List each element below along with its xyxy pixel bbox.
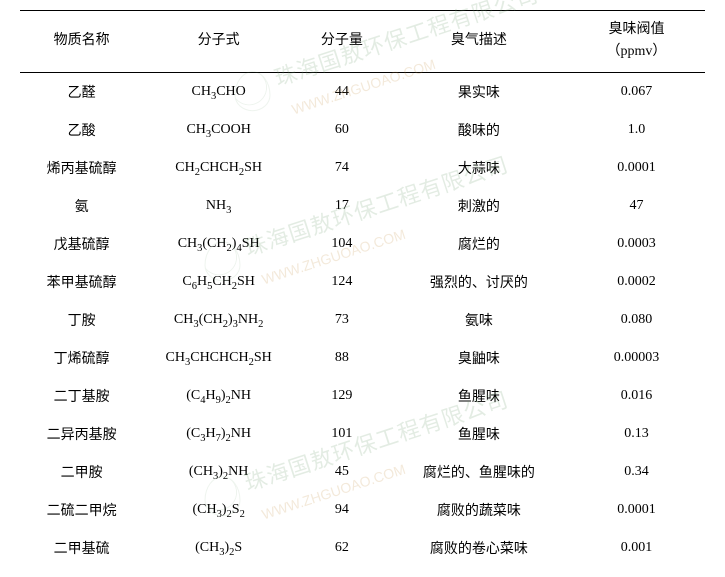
table-row: 二异丙基胺(C3H7)2NH101鱼腥味0.13 <box>20 415 705 453</box>
table-row: 氨NH317刺激的47 <box>20 187 705 225</box>
table-row: 二丁基胺(C4H9)2NH129鱼腥味0.016 <box>20 377 705 415</box>
header-name: 物质名称 <box>20 11 143 73</box>
cell-threshold: 0.0003 <box>568 225 705 263</box>
cell-desc: 腐烂的、鱼腥味的 <box>390 453 568 491</box>
cell-name: 二硫二甲烷 <box>20 491 143 529</box>
cell-desc: 强烈的、讨厌的 <box>390 263 568 301</box>
cell-formula: CH3CHCHCH2SH <box>143 339 294 377</box>
table-row: 丁胺CH3(CH2)3NH273氨味0.080 <box>20 301 705 339</box>
cell-formula: CH3(CH2)4SH <box>143 225 294 263</box>
cell-desc: 腐败的蔬菜味 <box>390 491 568 529</box>
cell-name: 丁胺 <box>20 301 143 339</box>
cell-name: 二甲基硫 <box>20 529 143 567</box>
cell-desc: 腐烂的 <box>390 225 568 263</box>
cell-desc: 大蒜味 <box>390 149 568 187</box>
header-mw: 分子量 <box>294 11 390 73</box>
cell-name: 烯丙基硫醇 <box>20 149 143 187</box>
header-threshold-1: 臭味阀值 <box>572 19 701 41</box>
cell-name: 丁烯硫醇 <box>20 339 143 377</box>
cell-formula: CH3(CH2)3NH2 <box>143 301 294 339</box>
cell-desc: 鱼腥味 <box>390 415 568 453</box>
table-row: 二硫二甲烷(CH3)2S294腐败的蔬菜味0.0001 <box>20 491 705 529</box>
cell-formula: CH2CHCH2SH <box>143 149 294 187</box>
table-row: 二甲基硫(CH3)2S62腐败的卷心菜味0.001 <box>20 529 705 567</box>
cell-formula: (CH3)2S2 <box>143 491 294 529</box>
cell-mw: 60 <box>294 111 390 149</box>
cell-desc: 刺激的 <box>390 187 568 225</box>
cell-mw: 94 <box>294 491 390 529</box>
table-row: 烯丙基硫醇CH2CHCH2SH74大蒜味0.0001 <box>20 149 705 187</box>
cell-mw: 17 <box>294 187 390 225</box>
cell-formula: NH3 <box>143 187 294 225</box>
cell-mw: 101 <box>294 415 390 453</box>
header-row: 物质名称 分子式 分子量 臭气描述 臭味阀值 （ppmv） <box>20 11 705 73</box>
table-row: 乙醛CH3CHO44果实味0.067 <box>20 72 705 111</box>
table-row: 苯甲基硫醇C6H5CH2SH124强烈的、讨厌的0.0002 <box>20 263 705 301</box>
header-threshold: 臭味阀值 （ppmv） <box>568 11 705 73</box>
header-formula: 分子式 <box>143 11 294 73</box>
cell-mw: 45 <box>294 453 390 491</box>
cell-desc: 鱼腥味 <box>390 377 568 415</box>
cell-threshold: 0.016 <box>568 377 705 415</box>
cell-name: 二异丙基胺 <box>20 415 143 453</box>
cell-desc: 酸味的 <box>390 111 568 149</box>
cell-name: 二甲胺 <box>20 453 143 491</box>
cell-threshold: 0.0002 <box>568 263 705 301</box>
header-desc: 臭气描述 <box>390 11 568 73</box>
table-row: 二甲胺(CH3)2NH45腐烂的、鱼腥味的0.34 <box>20 453 705 491</box>
cell-threshold: 0.0001 <box>568 149 705 187</box>
cell-threshold: 1.0 <box>568 111 705 149</box>
cell-formula: (CH3)2S <box>143 529 294 567</box>
cell-desc: 果实味 <box>390 72 568 111</box>
header-threshold-2: （ppmv） <box>572 41 701 63</box>
cell-threshold: 0.067 <box>568 72 705 111</box>
cell-name: 乙酸 <box>20 111 143 149</box>
cell-mw: 62 <box>294 529 390 567</box>
cell-formula: CH3CHO <box>143 72 294 111</box>
cell-threshold: 0.0001 <box>568 491 705 529</box>
cell-name: 苯甲基硫醇 <box>20 263 143 301</box>
cell-mw: 74 <box>294 149 390 187</box>
table-row: 戊基硫醇CH3(CH2)4SH104腐烂的0.0003 <box>20 225 705 263</box>
cell-name: 氨 <box>20 187 143 225</box>
cell-threshold: 0.080 <box>568 301 705 339</box>
cell-threshold: 0.13 <box>568 415 705 453</box>
cell-mw: 88 <box>294 339 390 377</box>
table-row: 乙酸CH3COOH60酸味的1.0 <box>20 111 705 149</box>
cell-mw: 129 <box>294 377 390 415</box>
cell-formula: (C4H9)2NH <box>143 377 294 415</box>
cell-name: 乙醛 <box>20 72 143 111</box>
cell-mw: 124 <box>294 263 390 301</box>
cell-threshold: 0.00003 <box>568 339 705 377</box>
cell-name: 二丁基胺 <box>20 377 143 415</box>
cell-formula: (C3H7)2NH <box>143 415 294 453</box>
cell-threshold: 0.001 <box>568 529 705 567</box>
odor-table: 物质名称 分子式 分子量 臭气描述 臭味阀值 （ppmv） 乙醛CH3CHO44… <box>20 10 705 567</box>
cell-threshold: 0.34 <box>568 453 705 491</box>
cell-formula: (CH3)2NH <box>143 453 294 491</box>
cell-desc: 臭鼬味 <box>390 339 568 377</box>
cell-desc: 氨味 <box>390 301 568 339</box>
cell-mw: 44 <box>294 72 390 111</box>
cell-formula: CH3COOH <box>143 111 294 149</box>
table-row: 丁烯硫醇CH3CHCHCH2SH88臭鼬味0.00003 <box>20 339 705 377</box>
cell-mw: 73 <box>294 301 390 339</box>
cell-desc: 腐败的卷心菜味 <box>390 529 568 567</box>
cell-name: 戊基硫醇 <box>20 225 143 263</box>
cell-formula: C6H5CH2SH <box>143 263 294 301</box>
cell-mw: 104 <box>294 225 390 263</box>
cell-threshold: 47 <box>568 187 705 225</box>
